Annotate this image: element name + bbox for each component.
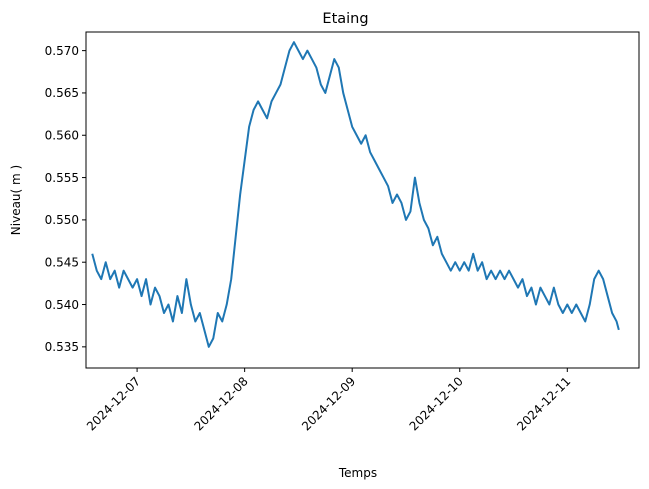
y-tick-label: 0.570 — [45, 44, 79, 58]
y-tick-label: 0.560 — [45, 129, 79, 143]
y-tick-label: 0.565 — [45, 86, 79, 100]
y-tick-label: 0.535 — [45, 340, 79, 354]
y-axis-label: Niveau( m ) — [9, 165, 23, 235]
chart-title: Etaing — [322, 11, 368, 27]
series-group — [91, 41, 620, 348]
y-tick-label: 0.550 — [45, 213, 79, 227]
plot-frame — [85, 31, 640, 369]
x-axis-label: Temps — [338, 466, 377, 480]
y-tick-label: 0.555 — [45, 171, 79, 185]
y-tick-label: 0.540 — [45, 298, 79, 312]
series-line — [91, 41, 620, 348]
y-tick-label: 0.545 — [45, 256, 79, 270]
y-axis: 0.535 0.540 0.545 0.550 0.555 0.560 0.565 0.570 — [45, 44, 86, 354]
